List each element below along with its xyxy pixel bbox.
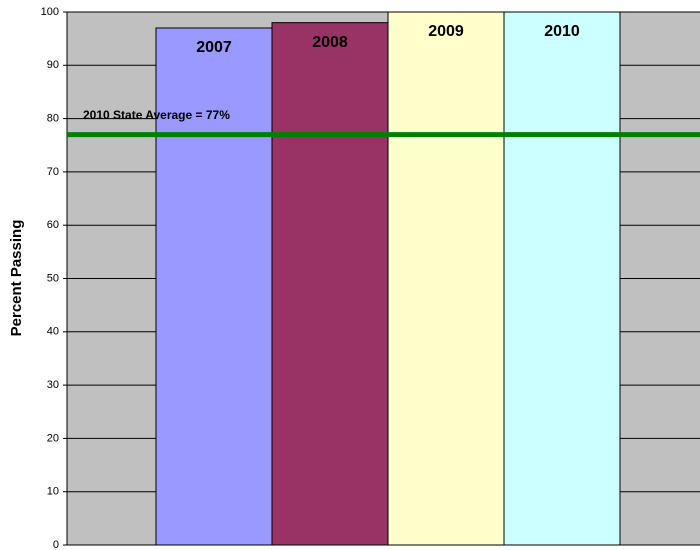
bar-label: 2007 [196,39,232,56]
y-tick-label: 40 [47,326,59,338]
bar [503,11,621,546]
y-tick-label: 10 [47,486,59,498]
bar [387,11,505,546]
y-tick-label: 70 [47,166,59,178]
y-axis-label: Percent Passing [8,220,25,337]
y-tick-label: 0 [53,539,59,550]
y-tick-label: 90 [47,59,59,71]
y-tick-label: 80 [47,113,59,125]
bar-label: 2009 [428,23,464,40]
bar-label: 2008 [312,34,348,51]
y-tick-label: 20 [47,432,59,444]
bar-label: 2010 [544,23,580,40]
y-tick-label: 30 [47,379,59,391]
y-tick-label: 100 [41,6,59,18]
bar [271,22,389,546]
annotation: 2010 State Average = 77% [83,108,230,122]
bar [155,27,273,546]
y-tick-label: 60 [47,219,59,231]
y-tick-label: 50 [47,272,59,284]
